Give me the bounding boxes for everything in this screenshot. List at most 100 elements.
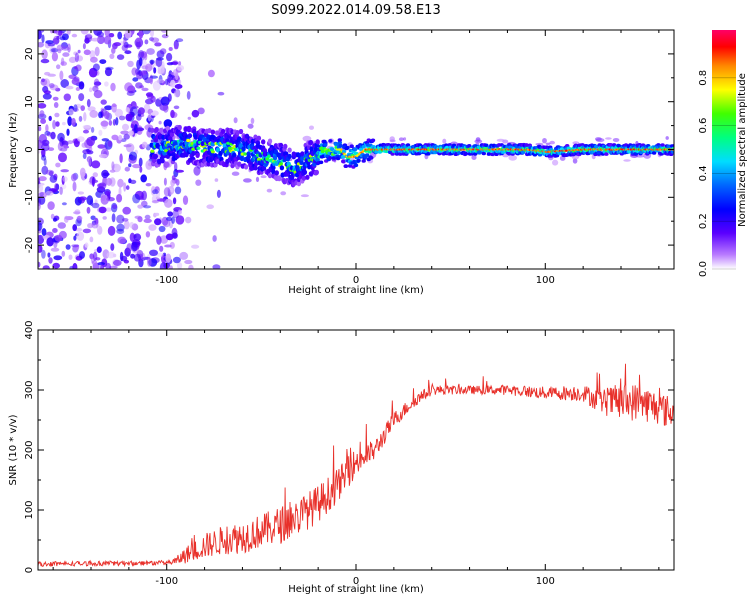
spectrogram-cell: [341, 159, 346, 164]
spectrogram-noise: [83, 49, 91, 56]
spectrogram-noise: [169, 241, 175, 249]
spectrogram-cell: [267, 138, 273, 144]
spectrogram-noise: [86, 99, 91, 108]
spectrogram-noise: [74, 209, 81, 215]
spectrogram-cell: [364, 153, 370, 157]
spectrogram-noise: [182, 195, 189, 205]
spectrogram-cell: [338, 143, 343, 148]
spectrogram-noise: [38, 247, 41, 251]
spectrogram-noise: [150, 37, 160, 43]
spectrogram-noise: [121, 44, 128, 52]
spectrogram-noise: [107, 140, 113, 147]
spectrogram-noise: [475, 137, 481, 142]
spectrogram-cell: [299, 159, 304, 165]
spectrogram-noise: [214, 178, 219, 182]
spectrogram-noise: [160, 96, 170, 106]
spectrogram-cell: [524, 143, 529, 147]
spectrogram-noise: [572, 158, 578, 164]
spectrogram-noise: [124, 30, 132, 39]
spectrogram-noise: [71, 117, 76, 127]
colorbar-gradient: [712, 30, 736, 269]
spectrogram-noise: [123, 133, 130, 140]
spectrogram-ytick-label: 0: [24, 146, 35, 152]
spectrogram-cell: [158, 127, 164, 133]
spectrogram-noise: [82, 153, 87, 159]
spectrogram-noise: [141, 141, 148, 149]
spectrogram-cell: [300, 155, 305, 161]
colorbar: 0.0 0.2 0.4 0.6 0.8 Normalized spectral ampl…: [698, 30, 748, 277]
spectrogram-noise: [141, 87, 149, 92]
spectrogram-noise: [82, 124, 91, 129]
spectrogram-noise: [146, 48, 155, 55]
spectrogram-noise: [120, 255, 128, 262]
spectrogram-noise: [84, 37, 90, 44]
figure-title: S099.2022.014.09.58.E13: [271, 3, 440, 18]
spectrogram-noise: [108, 120, 113, 126]
spectrogram-noise: [170, 72, 174, 75]
spectrogram-noise: [195, 179, 202, 186]
spectrogram-noise: [177, 209, 182, 215]
spectrogram-noise: [57, 142, 63, 151]
spectrogram-cell: [284, 151, 289, 157]
snr-panel: -100 0 100 0 100 200 300 400 Height of straight…: [8, 320, 675, 595]
spectrogram-noise: [197, 107, 205, 115]
spectrogram-noise: [39, 110, 45, 118]
spectrogram-noise: [80, 105, 85, 111]
spectrogram-noise: [78, 115, 83, 122]
spectrogram-cell: [279, 165, 285, 171]
spectrogram-noise: [133, 253, 141, 262]
spectrogram-noise: [168, 47, 173, 51]
spectrogram-ytick-label: -20: [24, 237, 35, 253]
colorbar-tick-label: 0.6: [698, 118, 709, 134]
spectrogram-noise: [117, 236, 127, 244]
spectrogram-cell: [272, 155, 278, 161]
spectrogram-noise: [163, 119, 173, 128]
spectrogram-noise: [48, 115, 52, 121]
spectrogram-noise: [101, 138, 110, 142]
spectrogram-noise: [156, 252, 164, 257]
spectrogram-noise: [128, 163, 132, 168]
spectrogram-noise: [125, 44, 133, 48]
spectrogram-cell: [191, 150, 196, 156]
spectrogram-noise: [545, 142, 551, 145]
spectrogram-cell: [271, 165, 276, 171]
spectrogram-noise: [250, 117, 255, 124]
spectrogram-cell: [347, 164, 353, 168]
spectrogram-cell: [671, 144, 674, 148]
spectrogram-noise: [110, 243, 115, 251]
spectrogram-noise: [111, 161, 115, 171]
spectrogram-noise: [185, 216, 192, 224]
spectrogram-noise: [86, 206, 91, 214]
spectrogram-noise: [168, 70, 173, 78]
spectrogram-noise: [144, 214, 151, 220]
spectrogram-noise: [131, 67, 138, 76]
spectrogram-noise: [132, 164, 142, 169]
spectrogram-cell: [150, 127, 155, 133]
spectrogram-noise: [167, 211, 174, 217]
spectrogram-noise: [140, 174, 147, 183]
spectrogram-noise: [71, 244, 80, 248]
spectrogram-noise: [97, 35, 105, 45]
spectrogram-noise: [138, 50, 145, 59]
spectrogram-noise: [309, 125, 314, 130]
spectrogram-cell: [271, 169, 276, 175]
spectrogram-noise: [125, 113, 133, 122]
spectrogram-cell: [169, 131, 175, 138]
spectrogram-noise: [60, 61, 67, 66]
spectrogram-noise: [114, 108, 124, 118]
spectrogram-noise: [73, 235, 77, 241]
spectrogram-noise: [123, 182, 127, 192]
spectrogram-noise: [89, 50, 96, 59]
spectrogram-noise: [260, 175, 267, 179]
snr-ytick-label: 200: [24, 440, 35, 459]
spectrogram-noise: [87, 223, 94, 229]
spectrogram-cell: [604, 152, 609, 156]
spectrogram-noise: [126, 243, 133, 252]
snr-xtick-label: 100: [536, 576, 555, 587]
spectrogram-noise: [52, 228, 58, 233]
spectrogram-noise: [72, 224, 77, 232]
spectrogram-noise: [164, 244, 172, 248]
spectrogram-cell: [670, 150, 674, 154]
spectrogram-noise: [111, 104, 117, 108]
spectrogram-cell: [278, 142, 284, 148]
